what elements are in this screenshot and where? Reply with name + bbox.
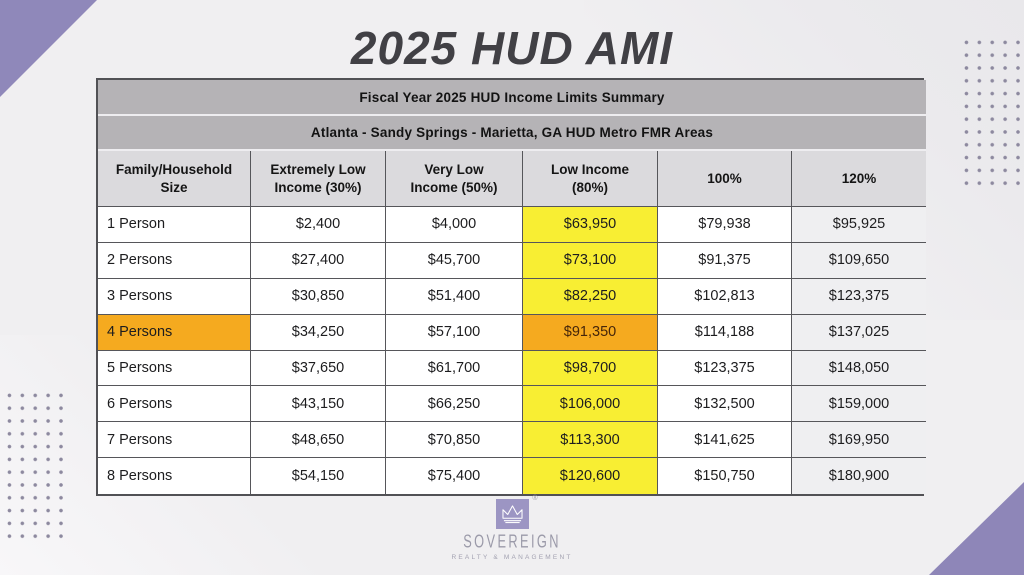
table-cell: $120,600 [523,458,658,494]
column-header: 100% [658,151,792,207]
dot-grid-top-right [960,36,1024,188]
table-cell: $48,650 [251,422,386,459]
row-label: 5 Persons [98,350,251,387]
page-title: 2025 HUD AMI [350,22,674,74]
dot-grid-bottom-left [3,389,65,539]
row-label: 1 Person [98,207,251,243]
column-header: Family/Household Size [98,151,251,207]
logo-square: ® [495,495,538,529]
table-cell: $113,300 [523,422,658,459]
table-cell: $98,700 [523,350,658,387]
table-cell: $109,650 [792,242,926,279]
table-cell: $51,400 [386,278,523,315]
crown-icon [501,505,523,524]
table-cell: $79,938 [658,207,792,243]
row-label: 6 Persons [98,386,251,423]
table-cell: $54,150 [251,458,386,494]
table-cell: $57,100 [386,314,523,351]
table-cell: $63,950 [523,207,658,243]
table-cell: $123,375 [792,278,926,315]
table-cell: $91,375 [658,242,792,279]
row-label: 4 Persons [98,314,251,351]
table-cell: $70,850 [386,422,523,459]
table-cell: $45,700 [386,242,523,279]
table-cell: $137,025 [792,314,926,351]
table-cell: $91,350 [523,314,658,351]
table-cell: $66,250 [386,386,523,423]
table-cell: $61,700 [386,350,523,387]
table-cell: $159,000 [792,386,926,423]
table-cell: $132,500 [658,386,792,423]
registered-trademark-symbol: ® [532,495,538,502]
table-cell: $82,250 [523,278,658,315]
table-cell: $43,150 [251,386,386,423]
table-cell: $180,900 [792,458,926,494]
table-cell: $150,750 [658,458,792,494]
column-header: Very Low Income (50%) [386,151,523,207]
table-cell: $123,375 [658,350,792,387]
row-label: 8 Persons [98,458,251,494]
table-cell: $30,850 [251,278,386,315]
column-header: Low Income (80%) [523,151,658,207]
table-cell: $37,650 [251,350,386,387]
logo-name: SOVEREIGN [463,532,561,553]
table-cell: $4,000 [386,207,523,243]
table-cell: $34,250 [251,314,386,351]
company-logo: ® SOVEREIGN REALTY & MANAGEMENT [0,495,1024,561]
table-cell: $114,188 [658,314,792,351]
table-cell: $73,100 [523,242,658,279]
table-cell: $102,813 [658,278,792,315]
table-cell: $27,400 [251,242,386,279]
logo-tagline: REALTY & MANAGEMENT [451,554,573,561]
row-label: 7 Persons [98,422,251,459]
column-header: 120% [792,151,926,207]
income-table: Fiscal Year 2025 HUD Income Limits Summa… [96,78,926,496]
table-cell: $169,950 [792,422,926,459]
table-cell: $148,050 [792,350,926,387]
row-label: 3 Persons [98,278,251,315]
column-header: Extremely Low Income (30%) [251,151,386,207]
table-cell: $106,000 [523,386,658,423]
table-cell: $141,625 [658,422,792,459]
table-cell: $75,400 [386,458,523,494]
table-subtitle: Atlanta - Sandy Springs - Marietta, GA H… [98,116,926,151]
table-cell: $2,400 [251,207,386,243]
table-title: Fiscal Year 2025 HUD Income Limits Summa… [98,80,926,116]
row-label: 2 Persons [98,242,251,279]
table-cell: $95,925 [792,207,926,243]
